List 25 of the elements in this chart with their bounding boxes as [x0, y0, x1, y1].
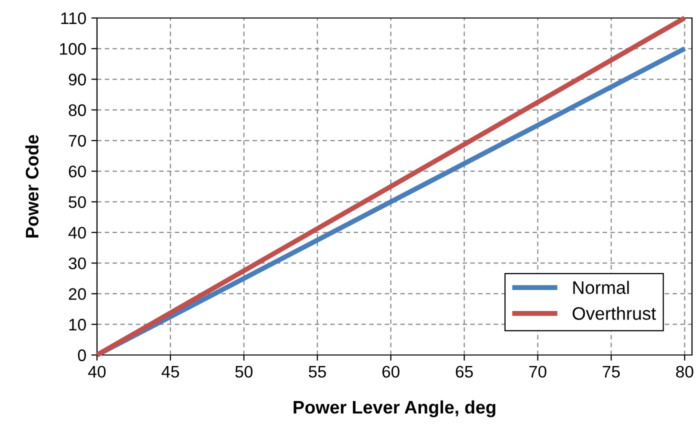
x-tick-label: 75	[602, 366, 620, 378]
x-tick-label: 80	[676, 366, 694, 378]
x-tick-label: 65	[456, 366, 473, 378]
legend-label: Normal	[573, 280, 629, 294]
x-tick-label: 60	[382, 366, 400, 378]
x-tick-label: 50	[235, 366, 253, 378]
y-tick-label: 80	[68, 104, 86, 116]
x-tick-label: 45	[162, 366, 180, 378]
y-tick-label: 70	[68, 134, 86, 147]
y-tick-label: 20	[68, 288, 86, 300]
y-tick-label: 30	[68, 257, 86, 270]
legend-label: Overthrust	[572, 306, 656, 320]
x-tick-label: 70	[529, 366, 546, 378]
x-tick-label: 55	[308, 366, 326, 378]
y-tick-label: 0	[78, 349, 86, 362]
y-tick-label: 50	[68, 196, 86, 208]
y-tick-label: 100	[60, 43, 86, 55]
y-tick-label: 90	[68, 74, 86, 86]
y-axis-title: Power Code	[25, 134, 39, 238]
y-tick-label: 60	[68, 166, 86, 178]
y-tick-label: 40	[68, 226, 86, 239]
y-tick-label: 10	[69, 318, 86, 331]
x-axis-title: Power Lever Angle, deg	[294, 400, 496, 418]
y-tick-label: 110	[61, 12, 86, 24]
x-tick-label: 40	[88, 366, 106, 378]
